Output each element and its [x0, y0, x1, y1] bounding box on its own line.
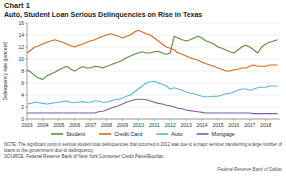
- grid-line: [27, 83, 280, 84]
- x-tick-label: 2010: [133, 122, 144, 128]
- x-tick-label: 2017: [244, 122, 255, 128]
- x-tick-label: 2015: [212, 122, 223, 128]
- y-tick-label: 10: [18, 56, 24, 62]
- y-tick-label: 16: [18, 20, 24, 26]
- y-tick-label: 14: [18, 32, 24, 38]
- legend-swatch: [51, 133, 63, 135]
- x-tick-label: 2011: [149, 122, 160, 128]
- legend-label: Auto: [171, 131, 182, 137]
- y-tick-label: 2: [21, 104, 24, 110]
- x-tick-label: 2014: [196, 122, 207, 128]
- grid-line: [27, 95, 280, 96]
- legend: Student Credit Card Auto Mortgage: [51, 131, 235, 137]
- series-line: [27, 30, 278, 71]
- grid-line: [27, 71, 280, 72]
- chart: Chart 1Auto, Student Loan Serious Delinq…: [0, 0, 286, 176]
- legend-swatch: [99, 133, 111, 135]
- x-axis: [27, 119, 280, 120]
- subtitle: Auto, Student Loan Serious Delinquencies…: [4, 11, 202, 19]
- y-tick-label: 6: [21, 80, 24, 86]
- series-line: [27, 81, 278, 104]
- title: Chart 1: [4, 1, 30, 10]
- series-line: [27, 99, 278, 113]
- x-tick-label: 2012: [165, 122, 176, 128]
- grid-line: [27, 107, 280, 108]
- legend-label: Credit Card: [114, 131, 142, 137]
- y-tick-label: 12: [18, 44, 24, 50]
- y-tick-label: 8: [21, 68, 24, 74]
- note: NOTE: The significant jump in serious st…: [4, 142, 283, 147]
- x-tick-label: 2005: [53, 122, 64, 128]
- y-axis-label: Delinquency rate (percent): [2, 41, 8, 100]
- x-tick-label: 2006: [69, 122, 80, 128]
- x-tick-label: 2018: [260, 122, 271, 128]
- x-tick-label: 2003: [21, 122, 32, 128]
- legend-label: Mortgage: [212, 131, 235, 137]
- legend-label: Student: [66, 131, 85, 137]
- y-tick-label: 4: [21, 92, 24, 98]
- note: loans to the government due to delinquen…: [4, 148, 94, 153]
- y-axis: [27, 23, 28, 119]
- source: Federal Reserve Bank of Dallas: [217, 167, 283, 172]
- legend-swatch: [156, 133, 168, 135]
- lines: [27, 30, 278, 113]
- grid-line: [27, 59, 280, 60]
- axes: 0246810121416200320042005200620072008200…: [18, 20, 280, 128]
- note: SOURCE: Federal Reserve Bank of New York…: [4, 154, 165, 159]
- legend-swatch: [197, 133, 209, 135]
- grid-line: [27, 35, 280, 36]
- x-tick-label: 2009: [117, 122, 128, 128]
- x-tick-label: 2007: [85, 122, 96, 128]
- x-tick-label: 2004: [37, 122, 48, 128]
- x-tick-label: 2016: [228, 122, 239, 128]
- grid-line: [27, 23, 280, 24]
- grid-line: [27, 119, 280, 120]
- x-tick-label: 2008: [101, 122, 112, 128]
- x-tick-label: 2013: [181, 122, 192, 128]
